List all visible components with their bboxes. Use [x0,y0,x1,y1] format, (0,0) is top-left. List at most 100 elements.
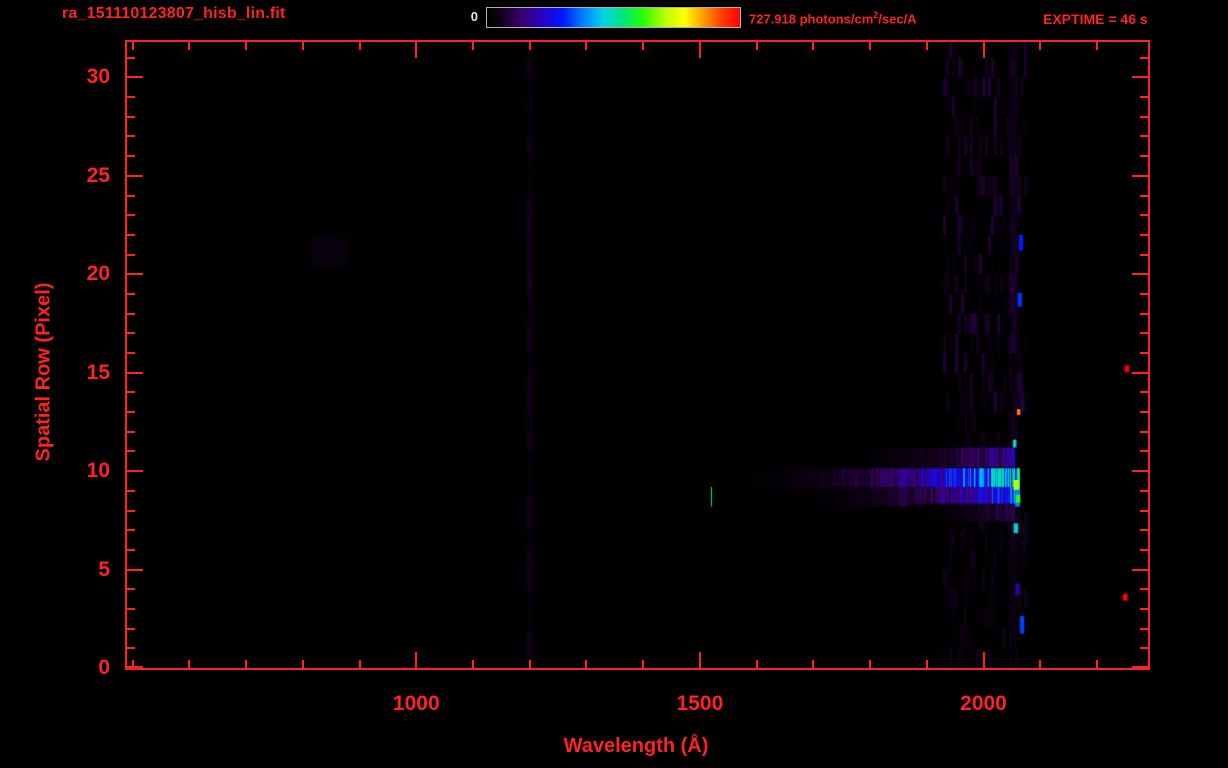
tick-mark [585,660,588,668]
tick-mark [1132,76,1148,79]
tick-mark [127,411,135,414]
tick-mark [1140,647,1148,650]
tick-mark [1140,292,1148,295]
tick-mark [127,76,143,79]
colorbar-max-suffix: /sec/A [878,11,917,27]
tick-mark [812,660,815,668]
colorbar-max-prefix: 727.918 photons/cm [749,11,874,27]
plot-frame [125,40,1150,670]
tick-mark [127,352,135,355]
tick-mark [127,56,135,59]
tick-mark [1140,430,1148,433]
tick-mark [127,155,135,158]
tick-mark [127,96,135,99]
tick-mark [585,42,588,50]
tick-mark [1039,42,1042,50]
tick-mark [869,660,872,668]
tick-mark [1140,450,1148,453]
tick-mark [127,470,143,473]
tick-mark [982,42,985,58]
tick-mark [1132,666,1148,668]
tick-mark [1140,352,1148,355]
tick-mark [1140,214,1148,217]
tick-mark [755,660,758,668]
colorbar-min-label: 0 [470,9,478,24]
tick-mark [131,660,134,668]
tick-mark [982,652,985,668]
y-axis-label: Spatial Row (Pixel) [32,282,55,462]
tick-mark [1140,489,1148,492]
tick-mark [127,647,135,650]
x-tick-label: 2000 [960,692,1007,715]
tick-mark [528,42,531,50]
exptime-label: EXPTIME = 46 s [1043,11,1148,27]
tick-mark [127,509,135,512]
tick-mark [1140,607,1148,610]
tick-mark [1140,155,1148,158]
tick-mark [528,660,531,668]
colorbar-max-label: 727.918 photons/cm2/sec/A [749,10,917,26]
tick-mark [1140,135,1148,138]
y-tick-label: 20 [86,262,110,286]
tick-mark [127,666,143,668]
tick-mark [698,42,701,58]
tick-mark [127,233,135,236]
tick-mark [188,660,191,668]
tick-mark [1132,273,1148,276]
tick-mark [1140,391,1148,394]
tick-mark [127,450,135,453]
tick-mark [127,568,143,571]
tick-mark [127,135,135,138]
tick-mark [1095,660,1098,668]
tick-mark [127,588,135,591]
x-axis-label: Wavelength (Å) [563,735,709,757]
tick-mark [1132,470,1148,473]
y-tick-label: 25 [86,163,110,187]
tick-mark [127,174,143,177]
axis-ticks [125,40,1150,670]
file-title: ra_151110123807_hisb_lin.fit [62,5,286,22]
tick-mark [1140,96,1148,99]
tick-mark [127,115,135,118]
y-tick-label: 0 [98,656,110,679]
tick-mark [1095,42,1098,50]
x-tick-label: 1500 [676,692,724,715]
colorbar [486,7,741,28]
tick-mark [869,42,872,50]
tick-mark [1140,548,1148,551]
tick-mark [1140,56,1148,59]
tick-mark [358,42,361,50]
tick-mark [1140,194,1148,197]
y-tick-label: 30 [86,65,110,89]
tick-mark [127,391,135,394]
tick-mark [245,42,248,50]
tick-mark [642,42,645,50]
tick-mark [127,607,135,610]
tick-mark [472,660,474,668]
tick-mark [1140,529,1148,532]
tick-mark [1140,588,1148,591]
tick-mark [188,42,191,50]
tick-mark [358,660,361,668]
tick-mark [1039,660,1042,668]
tick-mark [245,660,248,668]
colorbar-max-superscript: 2 [873,10,879,20]
tick-mark [1140,411,1148,414]
tick-mark [812,42,815,50]
tick-mark [127,371,143,374]
plot-area [125,40,1150,670]
tick-mark [127,332,135,335]
tick-mark [698,652,701,668]
tick-mark [755,42,758,50]
tick-mark [1132,371,1148,374]
tick-mark [301,42,304,50]
tick-mark [472,42,474,50]
tick-mark [127,253,135,256]
tick-mark [1132,174,1148,177]
tick-mark [415,42,418,58]
y-tick-label: 5 [98,557,110,581]
tick-mark [127,312,135,315]
tick-mark [1140,332,1148,335]
x-tick-label: 1000 [392,692,440,715]
y-tick-label: 10 [86,459,110,483]
